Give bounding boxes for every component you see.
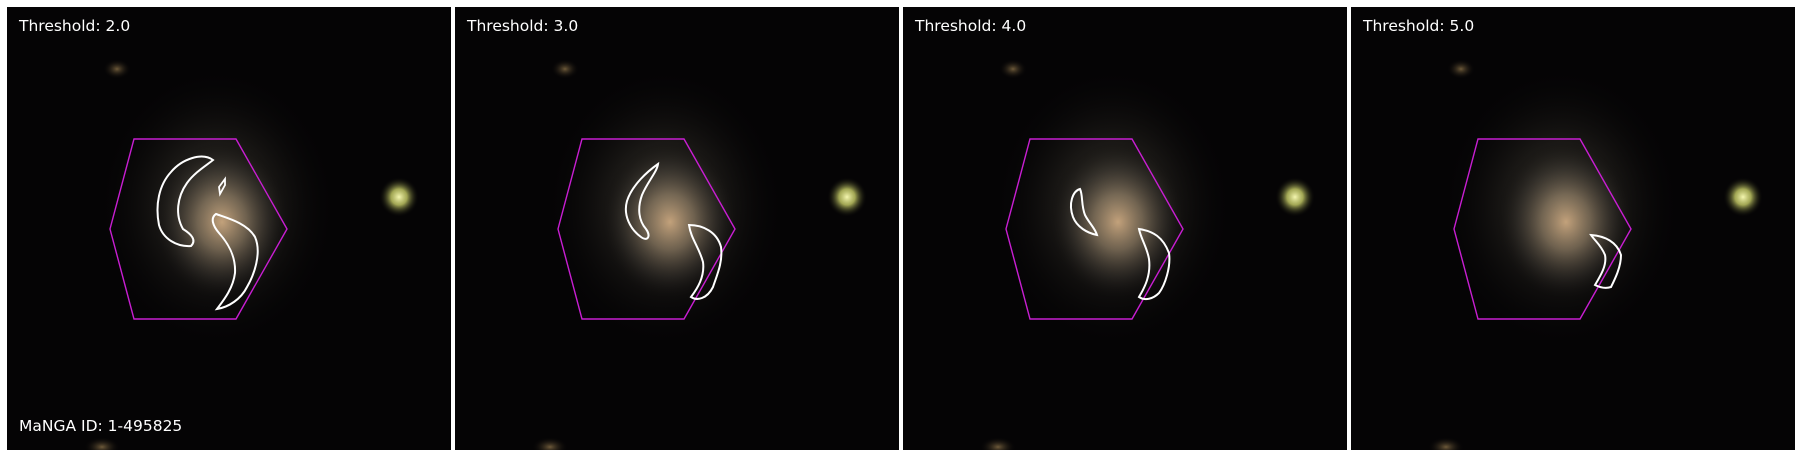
galaxy-image	[1428, 59, 1763, 450]
contour	[1589, 233, 1623, 289]
contour	[624, 161, 660, 240]
panel-threshold-3: Threshold: 3.0	[455, 7, 899, 450]
galaxy-image	[84, 59, 419, 450]
panel-threshold-2: Threshold: 2.0 MaNGA ID: 1-495825	[7, 7, 451, 450]
contour	[1137, 227, 1171, 301]
threshold-label: Threshold: 5.0	[1363, 17, 1475, 35]
contour	[211, 212, 259, 311]
hexagon-footprint	[109, 138, 288, 320]
threshold-label: Threshold: 2.0	[19, 17, 131, 35]
panel-threshold-4: Threshold: 4.0	[903, 7, 1347, 450]
galaxy-id-label: MaNGA ID: 1-495825	[19, 416, 183, 435]
contour	[218, 176, 226, 197]
contour	[156, 155, 215, 248]
galaxy-image	[980, 59, 1315, 450]
hexagon-footprint	[557, 138, 736, 320]
threshold-label: Threshold: 3.0	[467, 17, 579, 35]
threshold-label: Threshold: 4.0	[915, 17, 1027, 35]
panel-threshold-5: Threshold: 5.0	[1351, 7, 1795, 450]
contour	[687, 223, 723, 300]
hexagon-footprint	[1005, 138, 1184, 320]
hexagon-footprint	[1453, 138, 1632, 320]
galaxy-image	[532, 59, 867, 450]
contour	[1070, 187, 1099, 237]
